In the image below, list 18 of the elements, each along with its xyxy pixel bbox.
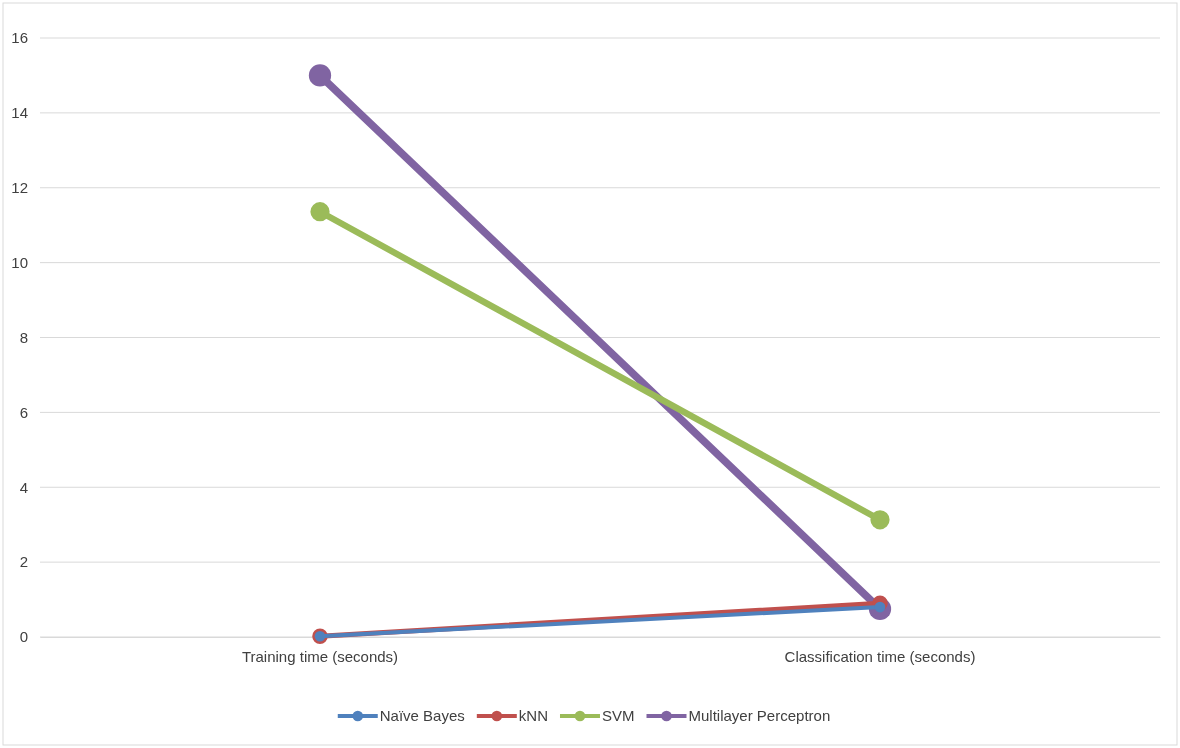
y-tick-label: 6 xyxy=(19,403,28,421)
point xyxy=(308,64,332,87)
legend-label: SVM xyxy=(601,707,635,725)
y-tick-label: 0 xyxy=(19,628,28,646)
y-tick-label: 8 xyxy=(19,328,28,346)
y-tick-label: 14 xyxy=(11,104,28,122)
y-tick-label: 2 xyxy=(19,553,28,571)
x-tick-label: Training time (seconds) xyxy=(241,647,399,665)
point xyxy=(870,510,890,530)
legend-label: Multilayer Perceptron xyxy=(688,707,831,725)
point xyxy=(310,202,330,222)
y-tick-label: 10 xyxy=(11,253,28,271)
y-tick-label: 4 xyxy=(19,478,28,496)
y-tick-label: 12 xyxy=(11,179,28,197)
legend-label: kNN xyxy=(518,707,548,725)
y-tick-label: 16 xyxy=(11,29,28,47)
legend-label: Naïve Bayes xyxy=(379,707,465,725)
x-tick-label: Classification time (seconds) xyxy=(784,647,976,665)
